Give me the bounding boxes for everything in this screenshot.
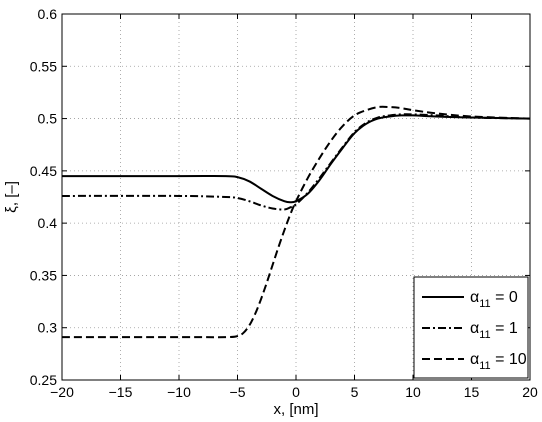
y-tick-label: 0.5: [38, 111, 58, 127]
y-axis-label: ξ, [–]: [3, 181, 20, 213]
legend-entry-0: α11 = 0: [470, 289, 518, 310]
x-axis-label: x, [nm]: [273, 401, 318, 418]
tick-labels: −20 −15 −10 −5 0 5 10 15 20 0.25 0.3 0.35 0.4 0.45 0.5…: [30, 6, 538, 400]
x-tick-label: −20: [50, 384, 74, 400]
legend: α11 = 0 α11 = 1 α11 = 10: [413, 276, 529, 379]
series-line-0: [62, 114, 531, 204]
y-tick-label: 0.3: [38, 320, 58, 336]
y-tick-label: 0.6: [38, 6, 58, 22]
x-tick-label: 10: [405, 384, 421, 400]
x-tick-label: 0: [292, 384, 300, 400]
series-line-2: [62, 105, 531, 339]
series-line-1: [61, 113, 531, 211]
x-tick-label: −15: [109, 384, 133, 400]
y-tick-label: 0.25: [30, 372, 57, 388]
y-tick-label: 0.4: [38, 215, 58, 231]
x-tick-label: 15: [464, 384, 480, 400]
plot-frame: [61, 13, 531, 381]
x-tick-label: 20: [522, 384, 538, 400]
y-tick-label: 0.45: [30, 163, 57, 179]
legend-entry-2: α11 = 10: [470, 351, 527, 372]
y-tick-label: 0.35: [30, 267, 57, 283]
x-tick-label: −10: [167, 384, 191, 400]
y-tick-label: 0.55: [30, 58, 57, 74]
x-tick-label: 5: [351, 384, 359, 400]
series-lines: [61, 105, 531, 339]
x-tick-label: −5: [230, 384, 246, 400]
legend-entry-1: α11 = 1: [470, 320, 518, 341]
